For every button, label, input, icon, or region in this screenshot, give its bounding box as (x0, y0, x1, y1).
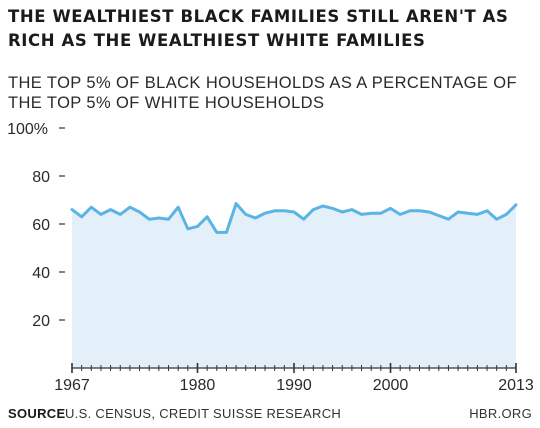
data-point (80, 215, 83, 218)
footer: SOURCE U.S. CENSUS, CREDIT SUISSE RESEAR… (0, 406, 540, 426)
data-point (176, 206, 180, 209)
data-point (263, 212, 267, 215)
data-point (254, 216, 257, 220)
data-point (495, 218, 498, 221)
publisher-label: HBR.ORG (469, 406, 532, 421)
tick-labels: 20 40 60 80 100% 1967 1980 1990 2000 2013 (7, 121, 534, 394)
data-point (234, 202, 238, 205)
data-point (70, 208, 74, 211)
data-point (456, 210, 460, 214)
data-point (408, 209, 412, 212)
data-point (292, 210, 296, 214)
data-point (119, 213, 122, 216)
data-point (157, 216, 161, 220)
x-tick-label: 1967 (54, 377, 90, 394)
data-point (437, 214, 440, 217)
data-point (99, 213, 103, 216)
data-point (370, 212, 373, 215)
source-label: SOURCE (8, 406, 66, 421)
data-point (341, 210, 344, 214)
data-point (505, 213, 508, 216)
data-point (312, 208, 315, 211)
data-point (321, 204, 325, 208)
data-point (273, 209, 276, 212)
data-point (427, 210, 431, 214)
source-text: U.S. CENSUS, CREDIT SUISSE RESEARCH (65, 406, 342, 421)
data-point (302, 218, 305, 221)
data-point (389, 207, 392, 210)
axes (59, 127, 517, 373)
data-point (215, 231, 218, 234)
x-tick-label: 1990 (276, 377, 312, 394)
data-point (350, 208, 354, 211)
y-tick-label: 20 (32, 313, 50, 330)
data-point (138, 210, 141, 214)
data-point (186, 227, 190, 230)
data-point (476, 213, 479, 216)
data-point (398, 213, 402, 216)
y-tick-label: 60 (32, 217, 50, 234)
data-point (148, 218, 151, 221)
x-tick-label: 1980 (180, 377, 216, 394)
data-point (360, 213, 363, 216)
data-point (196, 225, 199, 228)
y-tick-label: 100% (7, 121, 48, 138)
data-point (331, 207, 334, 210)
series-area (72, 203, 516, 368)
y-tick-label: 40 (32, 265, 50, 282)
data-point (447, 218, 450, 221)
y-tick-label: 80 (32, 169, 50, 186)
series-line-layer (70, 202, 518, 234)
data-point (225, 231, 228, 234)
data-point (109, 208, 112, 211)
chart-title: THE WEALTHIEST BLACK FAMILIES STILL AREN… (8, 7, 509, 50)
x-tick-label: 2000 (373, 377, 409, 394)
data-point (205, 215, 209, 218)
x-tick-label: 2013 (498, 377, 534, 394)
data-point (418, 209, 421, 212)
data-point (379, 212, 383, 215)
data-point (244, 213, 247, 216)
data-point (128, 206, 132, 209)
chart-subtitle: THE TOP 5% OF BLACK HOUSEHOLDS AS A PERC… (8, 74, 517, 112)
data-point (466, 212, 469, 215)
data-point (485, 209, 489, 212)
data-point (167, 218, 170, 221)
data-point (283, 209, 286, 212)
area-fill-layer (72, 203, 516, 368)
data-point (90, 206, 93, 209)
data-point (514, 203, 518, 206)
